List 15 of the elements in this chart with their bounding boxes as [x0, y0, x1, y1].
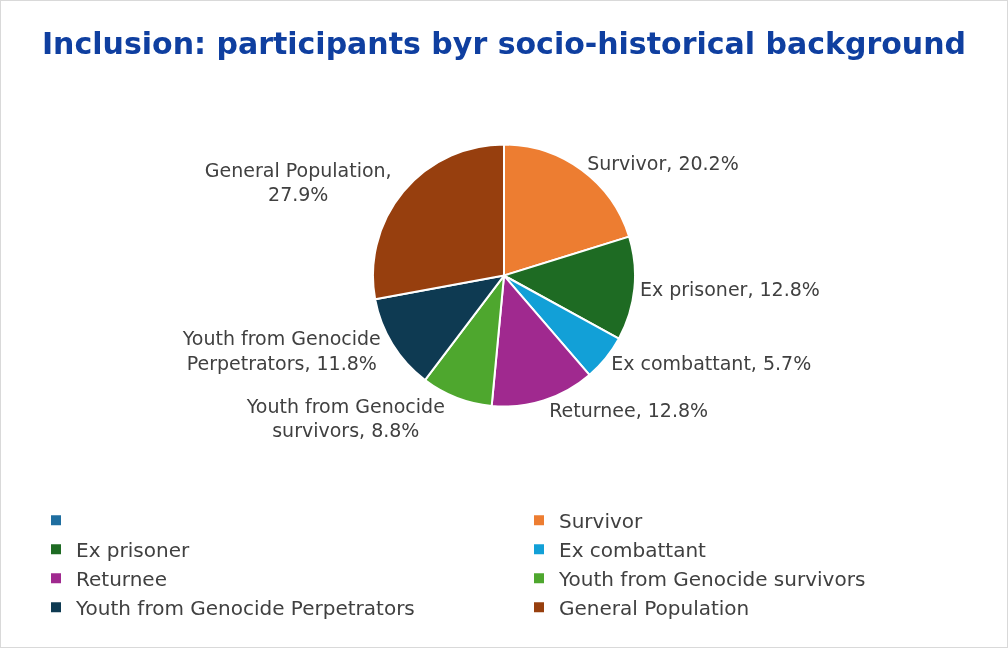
- legend-label: Ex combattant: [559, 537, 707, 562]
- data-label: Survivor, 20.2%: [587, 151, 739, 174]
- legend-label: Ex prisoner: [76, 537, 190, 562]
- data-label: Returnee, 12.8%: [549, 399, 709, 422]
- data-label: Ex combattant, 5.7%: [611, 351, 812, 374]
- data-label: General Population, 27.9%: [204, 158, 392, 206]
- legend-label: Youth from Genocide survivors: [558, 566, 866, 591]
- legend-label: Returnee: [76, 566, 167, 591]
- legend-label: General Population: [559, 595, 750, 620]
- legend-label: Youth from Genocide Perpetrators: [75, 595, 415, 620]
- data-label: Ex prisoner, 12.8%: [639, 277, 820, 300]
- data-label: Youth from Genocide survivors, 8.8%: [245, 394, 445, 442]
- chart-title: Inclusion: participants byr socio-historical background: [41, 26, 967, 62]
- legend-label: Survivor: [559, 508, 644, 533]
- data-label: Youth from Genocide Perpetrators, 11.8%: [181, 327, 381, 375]
